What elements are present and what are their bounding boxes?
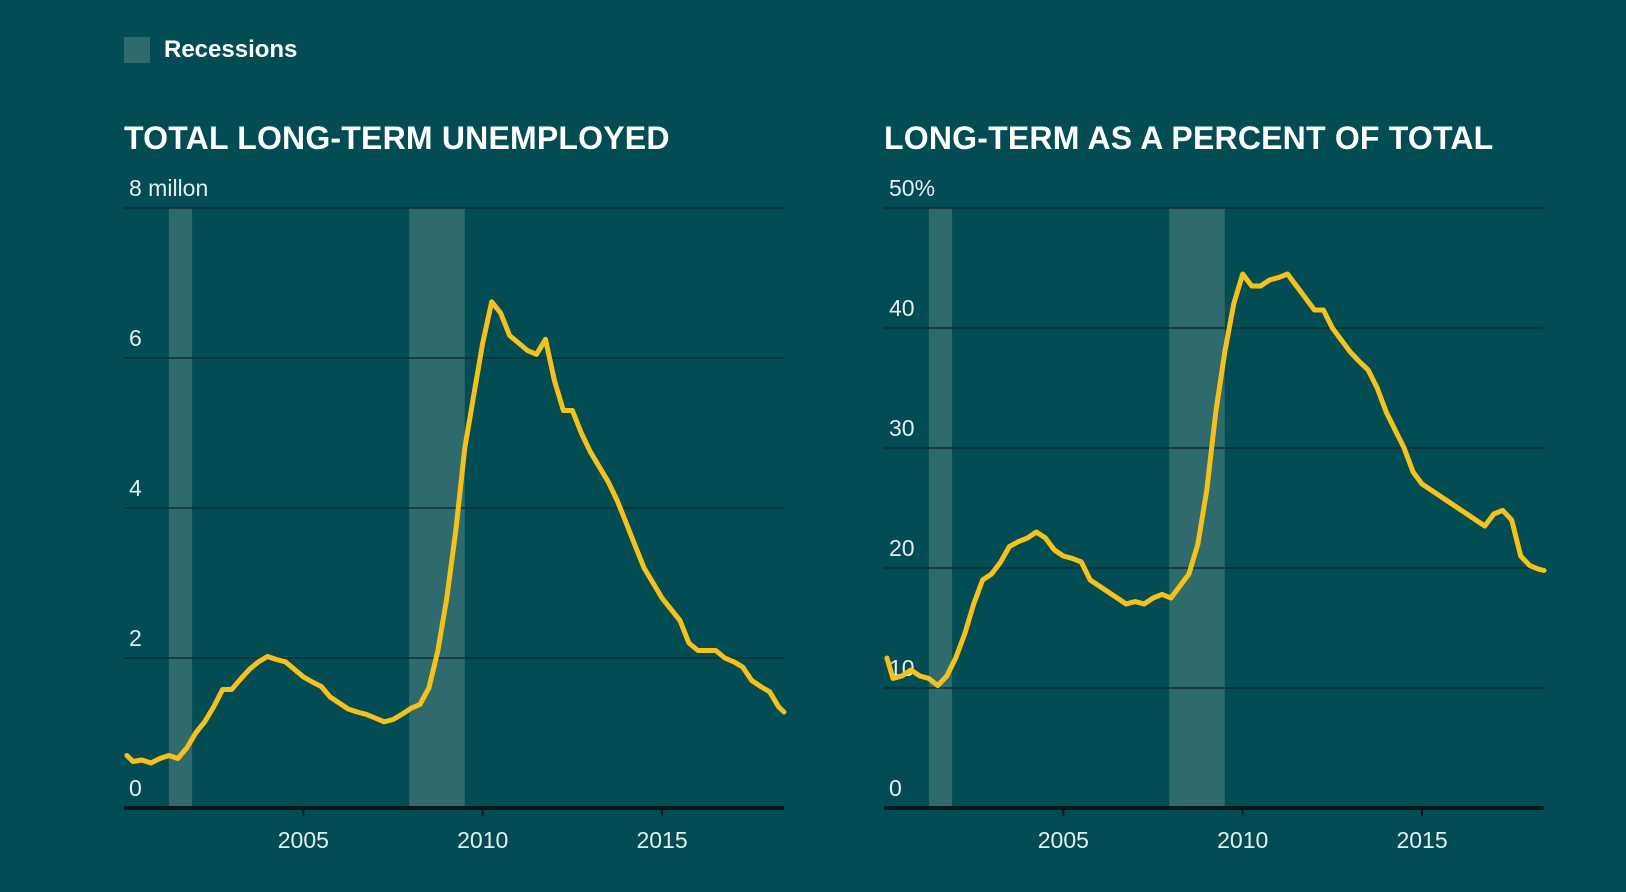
y-tick-label: 6: [129, 325, 142, 351]
y-tick-label: 40: [889, 295, 915, 321]
left-chart-title: TOTAL LONG-TERM UNEMPLOYED: [124, 120, 670, 156]
y-tick-label: 50%: [889, 175, 935, 201]
y-tick-label: 20: [889, 535, 915, 561]
y-tick-label: 4: [129, 475, 142, 501]
x-tick-label: 2015: [636, 827, 687, 853]
y-tick-label: 2: [129, 625, 142, 651]
x-tick-label: 2010: [457, 827, 508, 853]
series-line-0: [884, 271, 1547, 689]
recession-legend-swatch: [124, 37, 150, 63]
recession-band-0: [928, 208, 953, 808]
x-tick-label: 2005: [278, 827, 329, 853]
y-tick-label: 8 millon: [129, 175, 208, 201]
y-tick-label: 0: [129, 775, 142, 801]
recession-band-1: [1169, 208, 1225, 808]
series-line-0: [124, 299, 787, 766]
right-chart-title: LONG-TERM AS A PERCENT OF TOTAL: [884, 120, 1494, 156]
recession-legend-label: Recessions: [164, 36, 298, 63]
left-chart-plot: 0 2 4 6 8 millon 2005 2010 2015: [124, 175, 787, 853]
x-tick-label: 2015: [1396, 827, 1447, 853]
legend: Recessions: [124, 36, 297, 64]
y-tick-label: 30: [889, 415, 915, 441]
x-tick-label: 2010: [1217, 827, 1268, 853]
y-tick-label: 0: [889, 775, 902, 801]
x-tick-label: 2005: [1038, 827, 1089, 853]
